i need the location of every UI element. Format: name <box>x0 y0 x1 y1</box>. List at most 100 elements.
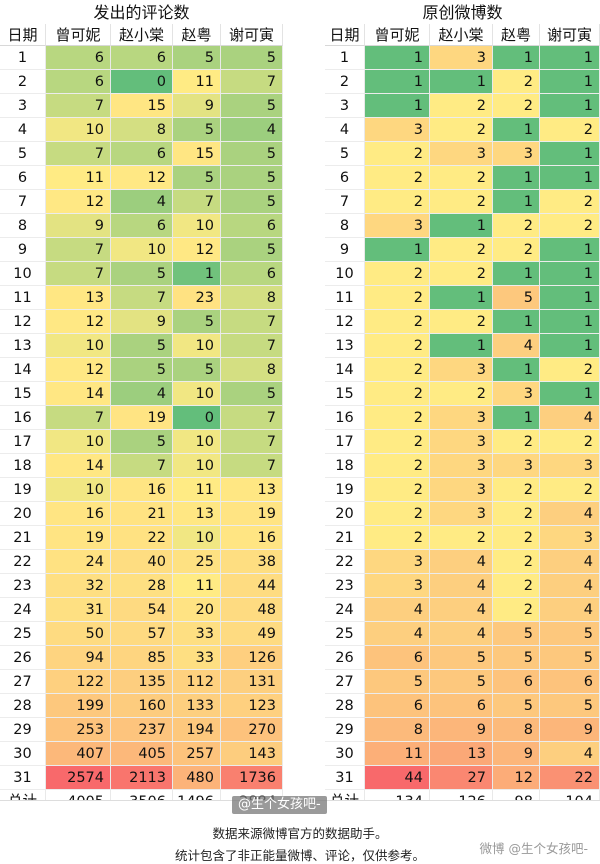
comments-value-cell: 22 <box>111 526 173 550</box>
comments-value-cell: 199 <box>46 694 111 718</box>
comments-value-cell: 112 <box>173 670 221 694</box>
comments-value-cell: 4 <box>221 118 283 142</box>
originals-value-cell: 4 <box>365 598 430 622</box>
comments-value-cell: 5 <box>221 166 283 190</box>
originals-day-label: 25 <box>325 622 365 646</box>
originals-value-cell: 22 <box>540 766 600 790</box>
originals-value-cell: 9 <box>493 742 540 766</box>
originals-value-cell: 2 <box>365 454 430 478</box>
comments-header-name: 赵小棠 <box>111 24 173 46</box>
comments-header-name: 赵粤 <box>173 24 221 46</box>
originals-value-cell: 2 <box>365 382 430 406</box>
originals-value-cell: 2 <box>493 214 540 238</box>
watermark-corner: 微博 @生个女孩吧- <box>479 841 588 856</box>
comments-value-cell: 7 <box>46 94 111 118</box>
comments-value-cell: 11 <box>46 166 111 190</box>
comments-day-label: 4 <box>0 118 46 142</box>
comments-header-day: 日期 <box>0 24 46 46</box>
originals-value-cell: 4 <box>540 742 600 766</box>
comments-value-cell: 44 <box>221 574 283 598</box>
originals-value-cell: 4 <box>540 502 600 526</box>
originals-value-cell: 3 <box>430 502 493 526</box>
comments-value-cell: 12 <box>173 238 221 262</box>
comments-value-cell: 7 <box>46 406 111 430</box>
originals-value-cell: 4 <box>540 598 600 622</box>
originals-value-cell: 1 <box>540 382 600 406</box>
comments-value-cell: 33 <box>173 646 221 670</box>
comments-day-label: 7 <box>0 190 46 214</box>
comments-value-cell: 20 <box>173 598 221 622</box>
comments-value-cell: 10 <box>46 430 111 454</box>
comments-value-cell: 5 <box>173 310 221 334</box>
originals-header-name: 赵粤 <box>493 24 540 46</box>
originals-value-cell: 2 <box>493 94 540 118</box>
originals-day-label: 29 <box>325 718 365 742</box>
comments-value-cell: 7 <box>46 238 111 262</box>
originals-value-cell: 2 <box>430 310 493 334</box>
originals-value-cell: 3 <box>540 454 600 478</box>
originals-value-cell: 1 <box>365 94 430 118</box>
comments-value-cell: 4 <box>111 382 173 406</box>
comments-value-cell: 9 <box>111 310 173 334</box>
originals-value-cell: 4 <box>365 622 430 646</box>
originals-day-label: 10 <box>325 262 365 286</box>
comments-value-cell: 7 <box>221 334 283 358</box>
comments-day-label: 13 <box>0 334 46 358</box>
comments-value-cell: 54 <box>111 598 173 622</box>
originals-day-label: 14 <box>325 358 365 382</box>
comments-day-label: 20 <box>0 502 46 526</box>
originals-value-cell: 3 <box>493 382 540 406</box>
originals-value-cell: 2 <box>365 286 430 310</box>
comments-value-cell: 12 <box>46 358 111 382</box>
comments-value-cell: 7 <box>111 286 173 310</box>
originals-value-cell: 2 <box>365 358 430 382</box>
comments-day-label: 29 <box>0 718 46 742</box>
originals-value-cell: 2 <box>365 502 430 526</box>
originals-value-cell: 5 <box>493 286 540 310</box>
originals-value-cell: 2 <box>493 574 540 598</box>
comments-value-cell: 123 <box>221 694 283 718</box>
comments-value-cell: 5 <box>221 94 283 118</box>
comments-value-cell: 407 <box>46 742 111 766</box>
originals-day-label: 8 <box>325 214 365 238</box>
comments-value-cell: 253 <box>46 718 111 742</box>
comments-value-cell: 94 <box>46 646 111 670</box>
comments-header-name: 谢可寅 <box>221 24 283 46</box>
originals-value-cell: 6 <box>365 694 430 718</box>
originals-day-label: 19 <box>325 478 365 502</box>
comments-value-cell: 28 <box>111 574 173 598</box>
originals-value-cell: 8 <box>493 718 540 742</box>
comments-value-cell: 13 <box>173 502 221 526</box>
originals-value-cell: 2 <box>430 94 493 118</box>
originals-day-label: 16 <box>325 406 365 430</box>
originals-value-cell: 1 <box>540 94 600 118</box>
data-table: 发出的评论数 原创微博数 日期 曾可妮 赵小棠 赵粤 谢可寅 1 6 6 5 5 2 6 0 11 7 3 7 1… <box>0 2 600 814</box>
comments-day-label: 15 <box>0 382 46 406</box>
comments-value-cell: 1 <box>173 262 221 286</box>
originals-value-cell: 2 <box>493 478 540 502</box>
comments-value-cell: 10 <box>173 526 221 550</box>
originals-value-cell: 3 <box>365 574 430 598</box>
comments-day-label: 11 <box>0 286 46 310</box>
originals-value-cell: 2 <box>493 550 540 574</box>
originals-day-label: 4 <box>325 118 365 142</box>
footer-source-note: 数据来源微博官方的数据助手。 <box>212 826 388 841</box>
originals-value-cell: 2 <box>540 118 600 142</box>
originals-day-label: 20 <box>325 502 365 526</box>
comments-value-cell: 16 <box>111 478 173 502</box>
originals-value-cell: 8 <box>365 718 430 742</box>
comments-value-cell: 7 <box>111 454 173 478</box>
originals-value-cell: 2 <box>493 502 540 526</box>
originals-value-cell: 3 <box>540 526 600 550</box>
originals-value-cell: 3 <box>430 430 493 454</box>
comments-day-label: 30 <box>0 742 46 766</box>
comments-day-label: 25 <box>0 622 46 646</box>
originals-value-cell: 1 <box>430 214 493 238</box>
comments-value-cell: 7 <box>173 190 221 214</box>
originals-value-cell: 1 <box>540 166 600 190</box>
originals-value-cell: 5 <box>540 646 600 670</box>
originals-value-cell: 2 <box>493 598 540 622</box>
originals-value-cell: 1 <box>540 46 600 70</box>
comments-value-cell: 19 <box>111 406 173 430</box>
comments-value-cell: 6 <box>111 142 173 166</box>
